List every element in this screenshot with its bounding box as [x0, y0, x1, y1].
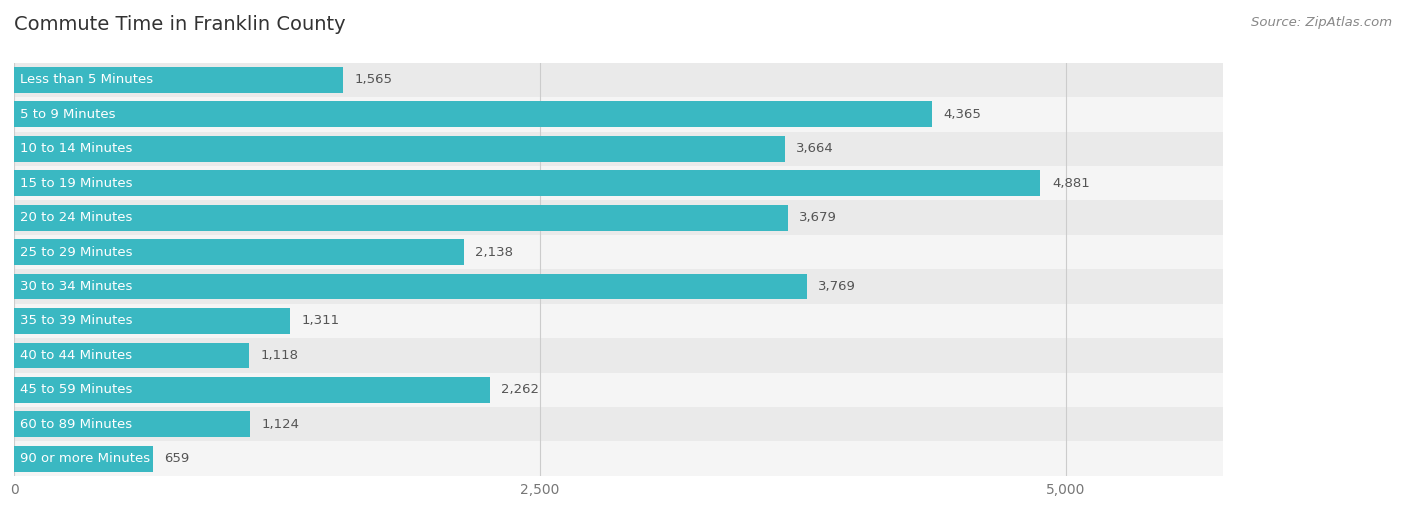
Text: 90 or more Minutes: 90 or more Minutes	[20, 452, 150, 465]
Bar	[14, 308, 290, 334]
Bar	[14, 269, 1223, 304]
Bar	[14, 304, 1223, 338]
Bar	[14, 170, 1040, 196]
Bar	[14, 343, 249, 368]
Bar	[14, 338, 1223, 372]
Text: 40 to 44 Minutes: 40 to 44 Minutes	[20, 349, 132, 362]
Text: 1,118: 1,118	[260, 349, 298, 362]
Bar	[14, 441, 1223, 476]
Text: 659: 659	[165, 452, 190, 465]
Bar	[14, 274, 807, 300]
Text: Less than 5 Minutes: Less than 5 Minutes	[20, 73, 153, 86]
Bar	[14, 235, 1223, 269]
Text: 3,664: 3,664	[796, 142, 834, 155]
Bar	[14, 200, 1223, 235]
Bar	[14, 412, 250, 437]
Bar	[14, 446, 153, 472]
Text: 35 to 39 Minutes: 35 to 39 Minutes	[20, 314, 132, 327]
Bar	[14, 101, 932, 127]
Bar	[14, 377, 489, 403]
Text: 60 to 89 Minutes: 60 to 89 Minutes	[20, 418, 132, 431]
Bar	[14, 407, 1223, 441]
Text: 25 to 29 Minutes: 25 to 29 Minutes	[20, 246, 132, 259]
Text: 2,138: 2,138	[475, 246, 513, 259]
Text: 2,262: 2,262	[502, 383, 540, 396]
Bar	[14, 67, 343, 93]
Text: 15 to 19 Minutes: 15 to 19 Minutes	[20, 177, 132, 190]
Text: Commute Time in Franklin County: Commute Time in Franklin County	[14, 15, 346, 34]
Text: 1,565: 1,565	[354, 73, 392, 86]
Text: Source: ZipAtlas.com: Source: ZipAtlas.com	[1251, 16, 1392, 29]
Text: 1,124: 1,124	[262, 418, 299, 431]
Bar	[14, 97, 1223, 132]
Bar	[14, 132, 1223, 166]
Bar	[14, 372, 1223, 407]
Text: 4,365: 4,365	[943, 108, 981, 121]
Text: 30 to 34 Minutes: 30 to 34 Minutes	[20, 280, 132, 293]
Bar	[14, 136, 785, 162]
Text: 45 to 59 Minutes: 45 to 59 Minutes	[20, 383, 132, 396]
Text: 3,679: 3,679	[799, 211, 837, 224]
Bar	[14, 166, 1223, 200]
Text: 3,769: 3,769	[818, 280, 856, 293]
Text: 4,881: 4,881	[1052, 177, 1090, 190]
Bar	[14, 205, 787, 231]
Bar	[14, 63, 1223, 97]
Text: 10 to 14 Minutes: 10 to 14 Minutes	[20, 142, 132, 155]
Text: 20 to 24 Minutes: 20 to 24 Minutes	[20, 211, 132, 224]
Text: 1,311: 1,311	[301, 314, 339, 327]
Bar	[14, 239, 464, 265]
Text: 5 to 9 Minutes: 5 to 9 Minutes	[20, 108, 115, 121]
